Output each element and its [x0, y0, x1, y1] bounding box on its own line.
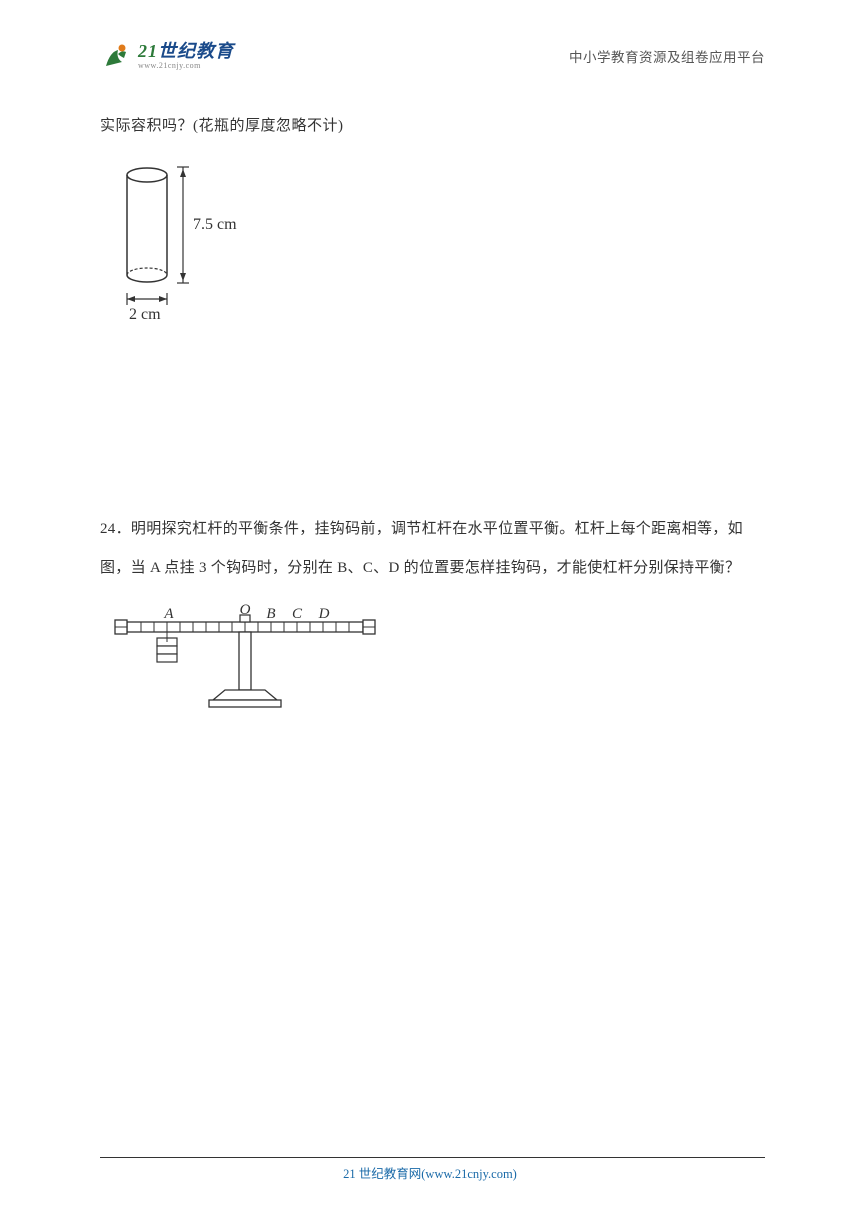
cylinder-width-label: 2 cm	[129, 306, 161, 323]
lever-label-C: C	[292, 606, 303, 622]
lever-label-A: A	[163, 606, 174, 622]
logo-url: www.21cnjy.com	[138, 62, 234, 70]
footer-text: 21 世纪教育网(www.21cnjy.com)	[0, 1163, 860, 1182]
page-header: 21世纪教育 www.21cnjy.com 中小学教育资源及组卷应用平台	[100, 40, 765, 72]
header-subtitle: 中小学教育资源及组卷应用平台	[569, 46, 765, 66]
q24-line1: 明明探究杠杆的平衡条件，挂钩码前，调节杠杆在水平位置平衡。杠杆上每个距离相等，如	[131, 521, 743, 537]
question-24-text: 24．明明探究杠杆的平衡条件，挂钩码前，调节杠杆在水平位置平衡。杠杆上每个距离相…	[100, 510, 765, 588]
cylinder-height-label: 7.5 cm	[193, 216, 237, 233]
figure-cylinder: 7.5 cm 2 cm	[115, 155, 765, 330]
logo-icon	[100, 40, 132, 72]
logo: 21世纪教育 www.21cnjy.com	[100, 40, 234, 72]
q24-number: 24．	[100, 521, 131, 537]
figure-lever: A O B C D	[105, 600, 765, 725]
logo-text-21: 21	[138, 41, 158, 61]
question-23-fragment: 实际容积吗？(花瓶的厚度忽略不计)	[100, 110, 765, 143]
page-content: 实际容积吗？(花瓶的厚度忽略不计) 7.5 cm 2 cm	[100, 110, 765, 725]
logo-text: 21世纪教育 www.21cnjy.com	[138, 42, 234, 70]
lever-label-D: D	[318, 606, 330, 622]
q24-line2: 图，当 A 点挂 3 个钩码时，分别在 B、C、D 的位置要怎样挂钩码，才能使杠…	[100, 560, 740, 576]
question-24: 24．明明探究杠杆的平衡条件，挂钩码前，调节杠杆在水平位置平衡。杠杆上每个距离相…	[100, 510, 765, 725]
lever-label-B: B	[266, 606, 275, 622]
logo-text-cn: 世纪教育	[158, 41, 234, 61]
footer-rule	[100, 1157, 765, 1158]
